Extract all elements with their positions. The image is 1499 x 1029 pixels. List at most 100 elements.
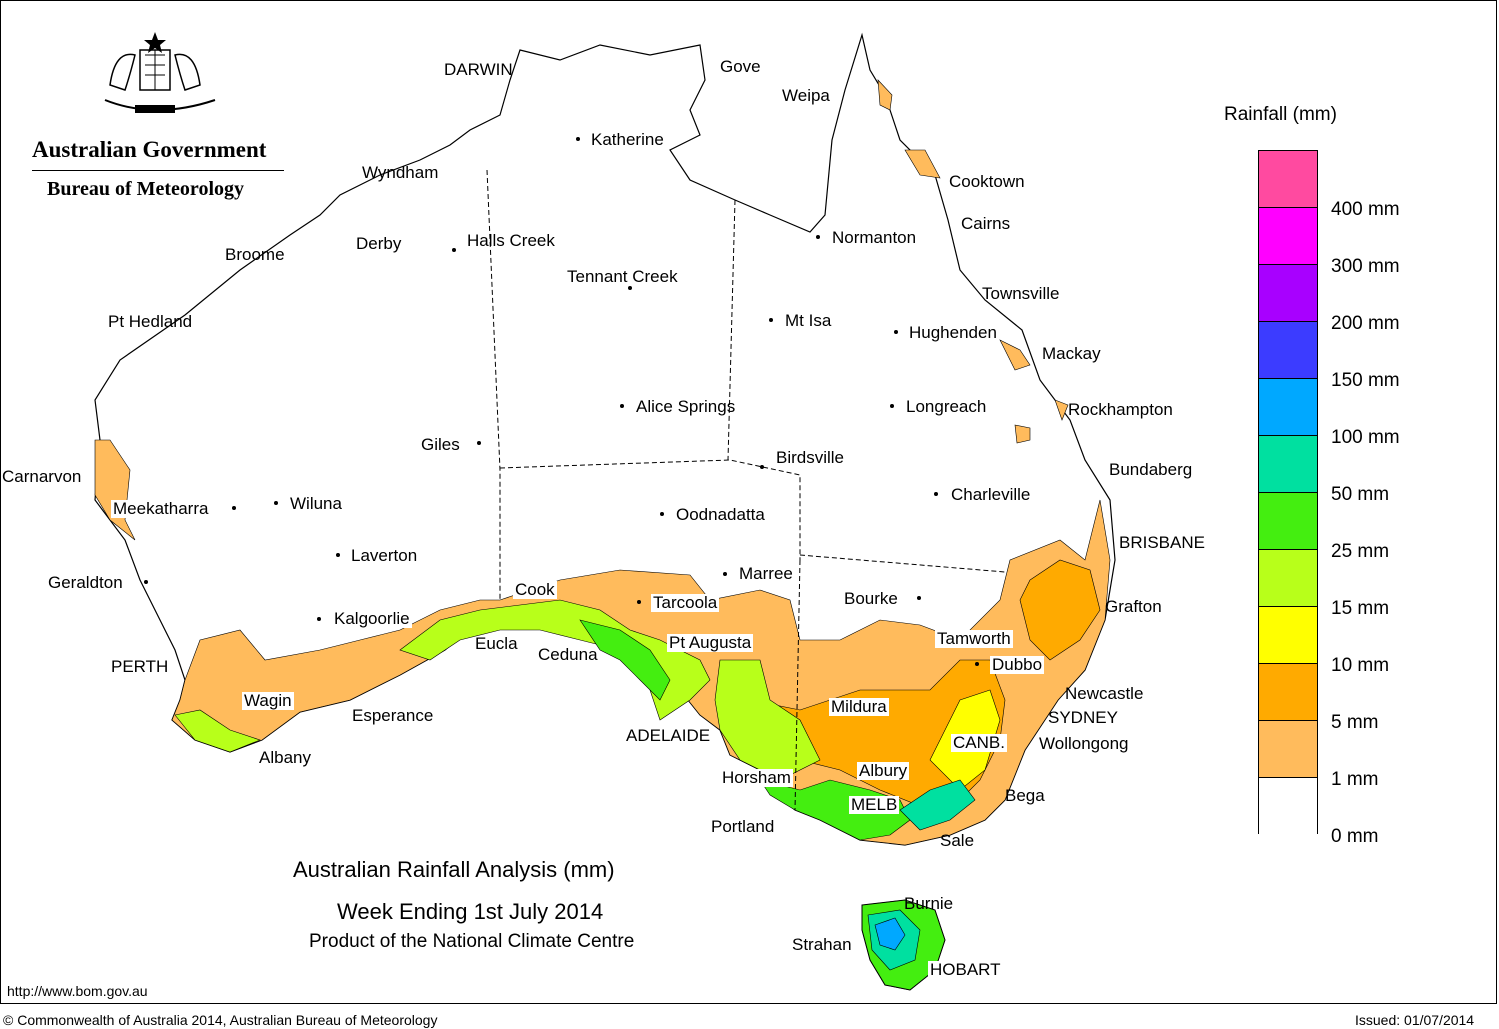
place-marker	[894, 330, 898, 334]
legend-swatch	[1259, 550, 1317, 607]
legend-swatch	[1259, 208, 1317, 265]
place-albury: Albury	[857, 761, 910, 780]
legend-label: 25 mm	[1331, 541, 1390, 562]
legend-swatch	[1259, 721, 1317, 778]
place-hughenden: Hughenden	[909, 323, 997, 342]
place-gove: Gove	[720, 57, 761, 76]
place-wollongong: Wollongong	[1039, 734, 1129, 753]
place-sale: Sale	[940, 831, 975, 850]
place-marker	[620, 404, 624, 408]
place-weipa: Weipa	[782, 86, 830, 105]
place-marker	[232, 506, 236, 510]
place-wagin: Wagin	[242, 691, 294, 710]
rain-15-25mm-sa	[714, 659, 821, 781]
legend-swatch	[1259, 607, 1317, 664]
rain-25-50mm-sa	[579, 619, 671, 701]
place-marker	[576, 137, 580, 141]
place-marker	[336, 553, 340, 557]
place-perth: PERTH	[111, 657, 169, 676]
place-tennant-creek: Tennant Creek	[567, 267, 678, 286]
place-marker	[628, 286, 632, 290]
legend-label: 0 mm	[1331, 826, 1379, 847]
legend-swatch	[1259, 151, 1317, 208]
place-marker	[317, 617, 321, 621]
legend-label: 1 mm	[1331, 769, 1379, 790]
place-burnie: Burnie	[904, 894, 954, 913]
place-marker	[890, 404, 894, 408]
place-marree: Marree	[739, 564, 793, 583]
place-derby: Derby	[356, 234, 402, 253]
legend-title: Rainfall (mm)	[1224, 104, 1337, 125]
legend-label: 5 mm	[1331, 712, 1379, 733]
place-laverton: Laverton	[351, 546, 418, 565]
place-wiluna: Wiluna	[290, 494, 342, 513]
place-normanton: Normanton	[832, 228, 917, 247]
map-credit: Product of the National Climate Centre	[309, 931, 635, 952]
place-geraldton: Geraldton	[48, 573, 123, 592]
place-townsville: Townsville	[982, 284, 1060, 303]
legend-label: 150 mm	[1331, 370, 1400, 391]
place-alice-springs: Alice Springs	[636, 397, 736, 416]
legend-label: 10 mm	[1331, 655, 1390, 676]
place-dubbo: Dubbo	[990, 655, 1045, 674]
legend-swatch	[1259, 778, 1317, 835]
place-katherine: Katherine	[591, 130, 664, 149]
footer-issued: Issued: 01/07/2014	[1355, 1012, 1475, 1028]
legend-swatch	[1259, 664, 1317, 721]
legend-label: 300 mm	[1331, 256, 1400, 277]
place-portland: Portland	[711, 817, 775, 836]
place-oodnadatta: Oodnadatta	[676, 505, 765, 524]
place-albany: Albany	[259, 748, 311, 767]
rain-1-5mm-qld	[877, 79, 1069, 444]
place-cook: Cook	[513, 580, 557, 599]
legend-label: 200 mm	[1331, 313, 1400, 334]
place-cairns: Cairns	[961, 214, 1011, 233]
place-charleville: Charleville	[949, 485, 1033, 504]
place-darwin: DARWIN	[444, 60, 513, 79]
footer-copyright: © Commonwealth of Australia 2014, Austra…	[3, 1012, 438, 1028]
place-pt-augusta: Pt Augusta	[667, 633, 754, 652]
place-marker	[144, 580, 148, 584]
rain-5-10mm	[749, 659, 1006, 811]
place-kalgoorlie: Kalgoorlie	[332, 609, 412, 628]
place-marker	[452, 248, 456, 252]
rain-15-25mm-wa	[174, 709, 261, 753]
place-pt-hedland: Pt Hedland	[108, 312, 193, 331]
place-marker	[934, 492, 938, 496]
legend-swatch	[1259, 265, 1317, 322]
map-title: Australian Rainfall Analysis (mm)	[293, 857, 615, 882]
place-eucla: Eucla	[475, 634, 518, 653]
place-cooktown: Cooktown	[949, 172, 1025, 191]
rain-5-10mm-ne	[1019, 559, 1101, 661]
place-longreach: Longreach	[906, 397, 987, 416]
place-giles: Giles	[421, 435, 460, 454]
place-bourke: Bourke	[844, 589, 898, 608]
divider	[32, 170, 284, 171]
place-rockhampton: Rockhampton	[1068, 400, 1173, 419]
place-canb: CANB.	[951, 733, 1007, 752]
place-halls-creek: Halls Creek	[467, 231, 555, 250]
legend-color-bar	[1258, 150, 1318, 835]
legend-swatch	[1259, 379, 1317, 436]
place-broome: Broome	[225, 245, 285, 264]
legend-swatch	[1259, 322, 1317, 379]
legend-label: 100 mm	[1331, 427, 1400, 448]
coat-of-arms-icon	[104, 32, 216, 113]
place-marker	[660, 512, 664, 516]
place-hobart: HOBART	[928, 960, 1003, 979]
place-newcastle: Newcastle	[1065, 684, 1144, 703]
legend-label: 400 mm	[1331, 199, 1400, 220]
place-sydney: SYDNEY	[1048, 708, 1118, 727]
place-mackay: Mackay	[1042, 344, 1101, 363]
tasmania-outline	[861, 899, 946, 991]
place-tarcoola: Tarcoola	[651, 593, 720, 612]
legend-label: 15 mm	[1331, 598, 1390, 619]
rain-100-150mm-tas	[874, 917, 906, 951]
place-marker	[917, 596, 921, 600]
place-marker	[816, 235, 820, 239]
place-marker	[975, 662, 979, 666]
place-ceduna: Ceduna	[538, 645, 598, 664]
gov-subtitle: Bureau of Meteorology	[47, 178, 245, 200]
gov-title: Australian Government	[32, 137, 267, 162]
place-marker	[760, 465, 764, 469]
